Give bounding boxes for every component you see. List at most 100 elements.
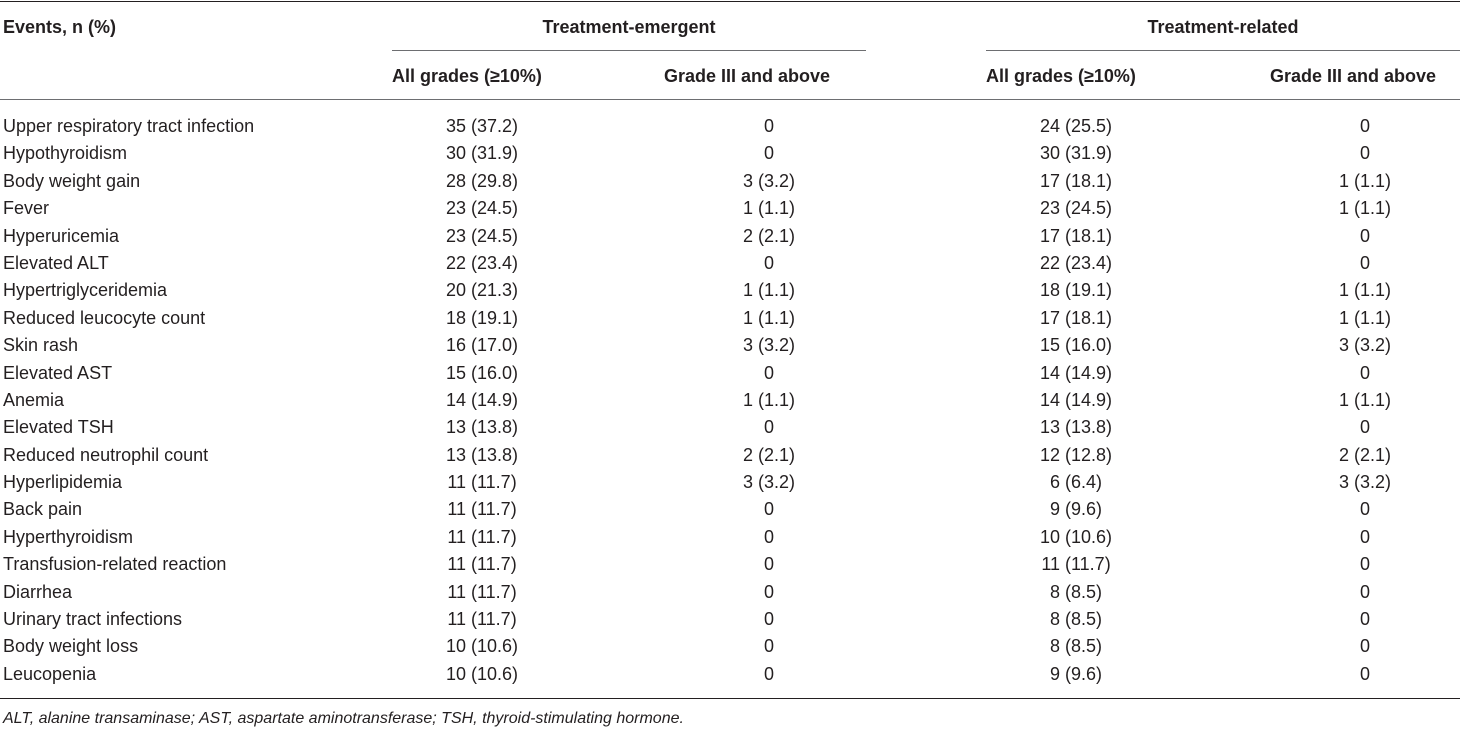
cell-emergent-grade3: 0 [763, 417, 774, 438]
table-row: Body weight gain 28 (29.8) 3 (3.2) 17 (18.1… [0, 168, 1460, 195]
table-row: Elevated TSH 13 (13.8) 0 13 (13.8) 0 [0, 414, 1460, 441]
cell-related-grade3: 2 (2.1) [1338, 444, 1392, 465]
table-row: Hyperuricemia 23 (24.5) 2 (2.1) 17 (18.1) 0 [0, 223, 1460, 250]
cell-related-all-grades: 6 (6.4) [1049, 472, 1103, 493]
cell-related-grade3: 3 (3.2) [1338, 335, 1392, 356]
cell-event-name: Hyperthyroidism [3, 526, 134, 547]
cell-related-grade3: 1 (1.1) [1338, 307, 1392, 328]
cell-related-grade3: 1 (1.1) [1338, 198, 1392, 219]
table-footnote: ALT, alanine transaminase; AST, aspartat… [3, 710, 684, 727]
cell-related-all-grades: 23 (24.5) [1039, 198, 1113, 219]
table-row: Reduced neutrophil count 13 (13.8) 2 (2.1)… [0, 442, 1460, 469]
table-row: Fever 23 (24.5) 1 (1.1) 23 (24.5) 1 (1.1) [0, 195, 1460, 222]
cell-emergent-all-grades: 15 (16.0) [445, 362, 519, 383]
cell-emergent-grade3: 0 [763, 362, 774, 383]
cell-emergent-all-grades: 11 (11.7) [447, 581, 517, 602]
cell-related-all-grades: 18 (19.1) [1039, 280, 1113, 301]
cell-related-grade3: 3 (3.2) [1338, 472, 1392, 493]
cell-related-grade3: 1 (1.1) [1338, 280, 1392, 301]
cell-event-name: Hypothyroidism [3, 143, 128, 164]
table-row: Skin rash 16 (17.0) 3 (3.2) 15 (16.0) 3 (3.2… [0, 332, 1460, 359]
cell-emergent-grade3: 2 (2.1) [742, 225, 796, 246]
cell-emergent-grade3: 3 (3.2) [742, 472, 796, 493]
cell-event-name: Upper respiratory tract infection [3, 116, 255, 136]
header-events: Events, n (%) [3, 17, 117, 37]
cell-event-name: Elevated AST [3, 362, 113, 383]
table-row: Anemia 14 (14.9) 1 (1.1) 14 (14.9) 1 (1.1) [0, 387, 1460, 414]
table-row: Elevated ALT 22 (23.4) 0 22 (23.4) 0 [0, 250, 1460, 277]
table-bottom-rule [0, 698, 1460, 699]
group-underline-emergent [392, 50, 866, 51]
cell-event-name: Fever [3, 198, 50, 219]
header-treatment-related: Treatment-related [1147, 17, 1299, 37]
cell-event-name: Diarrhea [3, 581, 73, 602]
cell-emergent-all-grades: 11 (11.7) [447, 526, 517, 547]
cell-related-grade3: 0 [1359, 581, 1370, 602]
table-row: Hypothyroidism 30 (31.9) 0 30 (31.9) 0 [0, 140, 1460, 167]
cell-related-grade3: 0 [1359, 252, 1370, 273]
cell-emergent-all-grades: 11 (11.7) [447, 609, 517, 630]
cell-related-grade3: 0 [1359, 499, 1370, 520]
cell-related-grade3: 0 [1359, 116, 1370, 136]
cell-related-all-grades: 15 (16.0) [1039, 335, 1113, 356]
cell-event-name: Hypertriglyceridemia [3, 280, 168, 301]
table-row: Hyperlipidemia 11 (11.7) 3 (3.2) 6 (6.4) 3 (… [0, 469, 1460, 496]
cell-emergent-grade3: 3 (3.2) [742, 335, 796, 356]
cell-emergent-all-grades: 11 (11.7) [447, 554, 517, 575]
cell-related-grade3: 0 [1359, 554, 1370, 575]
cell-emergent-all-grades: 22 (23.4) [445, 252, 519, 273]
table-row: Hyperthyroidism 11 (11.7) 0 10 (10.6) 0 [0, 524, 1460, 551]
cell-related-all-grades: 22 (23.4) [1039, 252, 1113, 273]
cell-related-all-grades: 8 (8.5) [1049, 636, 1103, 657]
table-row: Hypertriglyceridemia 20 (21.3) 1 (1.1) 18 (… [0, 277, 1460, 304]
cell-emergent-grade3: 0 [763, 143, 774, 164]
group-underline-related [986, 50, 1460, 51]
table-row: Upper respiratory tract infection 35 (37.… [0, 113, 1460, 140]
cell-emergent-grade3: 0 [763, 116, 774, 136]
cell-related-all-grades: 17 (18.1) [1039, 170, 1113, 191]
cell-emergent-all-grades: 23 (24.5) [445, 198, 519, 219]
cell-emergent-grade3: 1 (1.1) [742, 280, 796, 301]
table-row: Body weight loss 10 (10.6) 0 8 (8.5) 0 [0, 633, 1460, 660]
cell-emergent-grade3: 0 [763, 581, 774, 602]
cell-event-name: Body weight gain [3, 170, 141, 191]
cell-emergent-grade3: 0 [763, 252, 774, 273]
cell-event-name: Hyperlipidemia [3, 472, 123, 493]
subheader-emergent-grade3: Grade III and above [664, 66, 831, 86]
cell-emergent-grade3: 0 [763, 636, 774, 657]
cell-emergent-grade3: 3 (3.2) [742, 170, 796, 191]
table-row: Reduced leucocyte count 18 (19.1) 1 (1.1) 1… [0, 305, 1460, 332]
cell-related-grade3: 0 [1359, 362, 1370, 383]
cell-emergent-grade3: 1 (1.1) [742, 198, 796, 219]
cell-event-name: Urinary tract infections [3, 609, 183, 630]
cell-emergent-all-grades: 14 (14.9) [445, 389, 519, 410]
cell-event-name: Elevated TSH [3, 417, 114, 438]
subheader-emergent-all-grades: All grades (≥10%) [392, 66, 542, 86]
cell-related-all-grades: 13 (13.8) [1039, 417, 1113, 438]
cell-event-name: Hyperuricemia [3, 225, 120, 246]
cell-related-grade3: 0 [1359, 609, 1370, 630]
cell-event-name: Elevated ALT [3, 252, 109, 273]
cell-emergent-all-grades: 18 (19.1) [445, 307, 519, 328]
cell-related-all-grades: 9 (9.6) [1049, 499, 1103, 520]
cell-event-name: Anemia [3, 389, 65, 410]
cell-emergent-grade3: 0 [763, 554, 774, 575]
subheader-related-grade3: Grade III and above [1270, 66, 1437, 86]
cell-emergent-all-grades: 11 (11.7) [447, 499, 517, 520]
table-header-rule [0, 99, 1460, 100]
subheader-related-all-grades: All grades (≥10%) [986, 66, 1136, 86]
cell-event-name: Back pain [3, 499, 83, 520]
cell-emergent-grade3: 1 (1.1) [742, 307, 796, 328]
cell-related-grade3: 0 [1359, 143, 1370, 164]
cell-related-all-grades: 8 (8.5) [1049, 581, 1103, 602]
cell-emergent-grade3: 0 [763, 663, 774, 684]
cell-related-all-grades: 24 (25.5) [1039, 116, 1113, 136]
cell-related-all-grades: 17 (18.1) [1039, 225, 1113, 246]
cell-related-grade3: 0 [1359, 526, 1370, 547]
cell-emergent-all-grades: 10 (10.6) [445, 636, 519, 657]
cell-related-all-grades: 9 (9.6) [1049, 663, 1103, 684]
table-row: Transfusion-related reaction 11 (11.7) 0 11… [0, 551, 1460, 578]
table-top-rule [0, 1, 1460, 2]
cell-related-all-grades: 11 (11.7) [1041, 554, 1111, 575]
cell-related-all-grades: 14 (14.9) [1039, 389, 1113, 410]
